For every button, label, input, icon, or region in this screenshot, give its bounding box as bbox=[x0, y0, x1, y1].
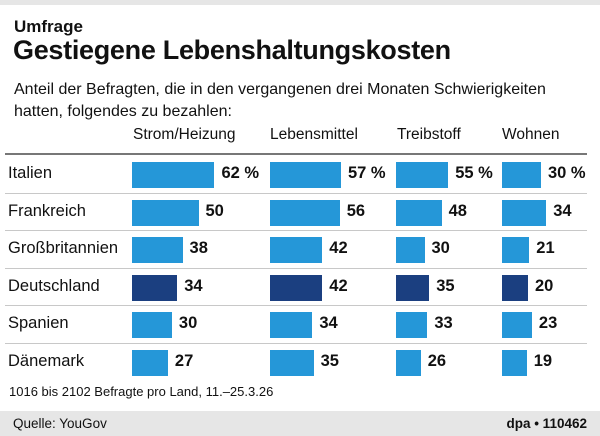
row-separator bbox=[5, 305, 587, 307]
value-label: 21 bbox=[536, 239, 555, 258]
bar bbox=[132, 274, 178, 301]
value-label: 48 bbox=[448, 201, 467, 220]
row-separator bbox=[5, 343, 587, 344]
bar bbox=[396, 199, 442, 226]
value-label: 30 bbox=[178, 314, 198, 333]
value-label: 30 bbox=[431, 239, 450, 258]
source: Quelle: YouGov bbox=[13, 416, 107, 431]
survey-note: 1016 bis 2102 Befragte pro Land, 11.–25.… bbox=[9, 384, 274, 399]
kicker: Umfrage bbox=[14, 17, 83, 36]
bar bbox=[396, 162, 449, 188]
value-label: 35 bbox=[320, 352, 339, 370]
bar bbox=[270, 350, 314, 376]
bar bbox=[502, 274, 528, 301]
row-separator bbox=[5, 192, 587, 194]
value-label: 27 bbox=[174, 352, 194, 370]
value-label: 55 % bbox=[455, 164, 493, 182]
bar bbox=[132, 312, 172, 339]
column-header: Treibstoff bbox=[397, 126, 461, 143]
value-label: 38 bbox=[189, 239, 208, 258]
bar bbox=[132, 162, 215, 188]
country-label: Großbritannien bbox=[8, 239, 119, 258]
value-label: 57 % bbox=[347, 164, 386, 182]
chart-subtitle: Anteil der Befragten, die in den vergang… bbox=[14, 81, 546, 120]
bar bbox=[502, 350, 527, 376]
row-separator bbox=[5, 230, 587, 232]
top-strip bbox=[0, 0, 600, 5]
bar bbox=[502, 312, 532, 339]
column-header: Wohnen bbox=[502, 126, 560, 143]
bar bbox=[502, 237, 530, 264]
country-label: Dänemark bbox=[8, 352, 85, 370]
bar bbox=[132, 199, 199, 226]
column-header: Lebensmittel bbox=[270, 126, 358, 143]
footer: Quelle: YouGov dpa • 110462 bbox=[0, 411, 600, 436]
country-label: Italien bbox=[8, 164, 53, 182]
value-label: 26 bbox=[427, 352, 447, 370]
value-label: 50 bbox=[205, 201, 224, 220]
value-label: 42 bbox=[329, 239, 348, 258]
value-label: 34 bbox=[553, 201, 572, 220]
header-rule bbox=[5, 153, 587, 155]
credit: dpa • 110462 bbox=[506, 416, 587, 431]
bar bbox=[396, 274, 430, 301]
row-separator bbox=[5, 267, 587, 269]
bar bbox=[396, 312, 428, 339]
bar bbox=[270, 237, 323, 264]
value-label: 33 bbox=[434, 314, 453, 333]
value-label: 23 bbox=[538, 314, 558, 333]
bar bbox=[502, 199, 547, 226]
value-label: 30 % bbox=[548, 164, 586, 182]
country-label: Frankreich bbox=[8, 201, 86, 220]
bar bbox=[132, 237, 183, 264]
bar bbox=[132, 350, 168, 376]
bar bbox=[270, 312, 313, 339]
value-label: 56 bbox=[346, 201, 366, 220]
bar bbox=[270, 199, 340, 226]
bar bbox=[270, 162, 341, 188]
value-label: 34 bbox=[319, 314, 338, 333]
country-label: Deutschland bbox=[8, 276, 100, 295]
bar bbox=[270, 274, 323, 301]
value-label: 34 bbox=[184, 276, 203, 295]
bar bbox=[396, 237, 425, 264]
value-label: 19 bbox=[533, 352, 553, 370]
value-label: 20 bbox=[535, 276, 554, 295]
bar bbox=[396, 350, 421, 376]
country-label: Spanien bbox=[8, 314, 69, 333]
chart-title: Gestiegene Lebenshaltungskosten bbox=[13, 35, 451, 65]
value-label: 62 % bbox=[221, 164, 260, 182]
value-label: 42 bbox=[329, 276, 348, 295]
bar bbox=[502, 162, 541, 188]
value-label: 35 bbox=[436, 276, 455, 295]
column-header: Strom/Heizung bbox=[133, 126, 236, 143]
